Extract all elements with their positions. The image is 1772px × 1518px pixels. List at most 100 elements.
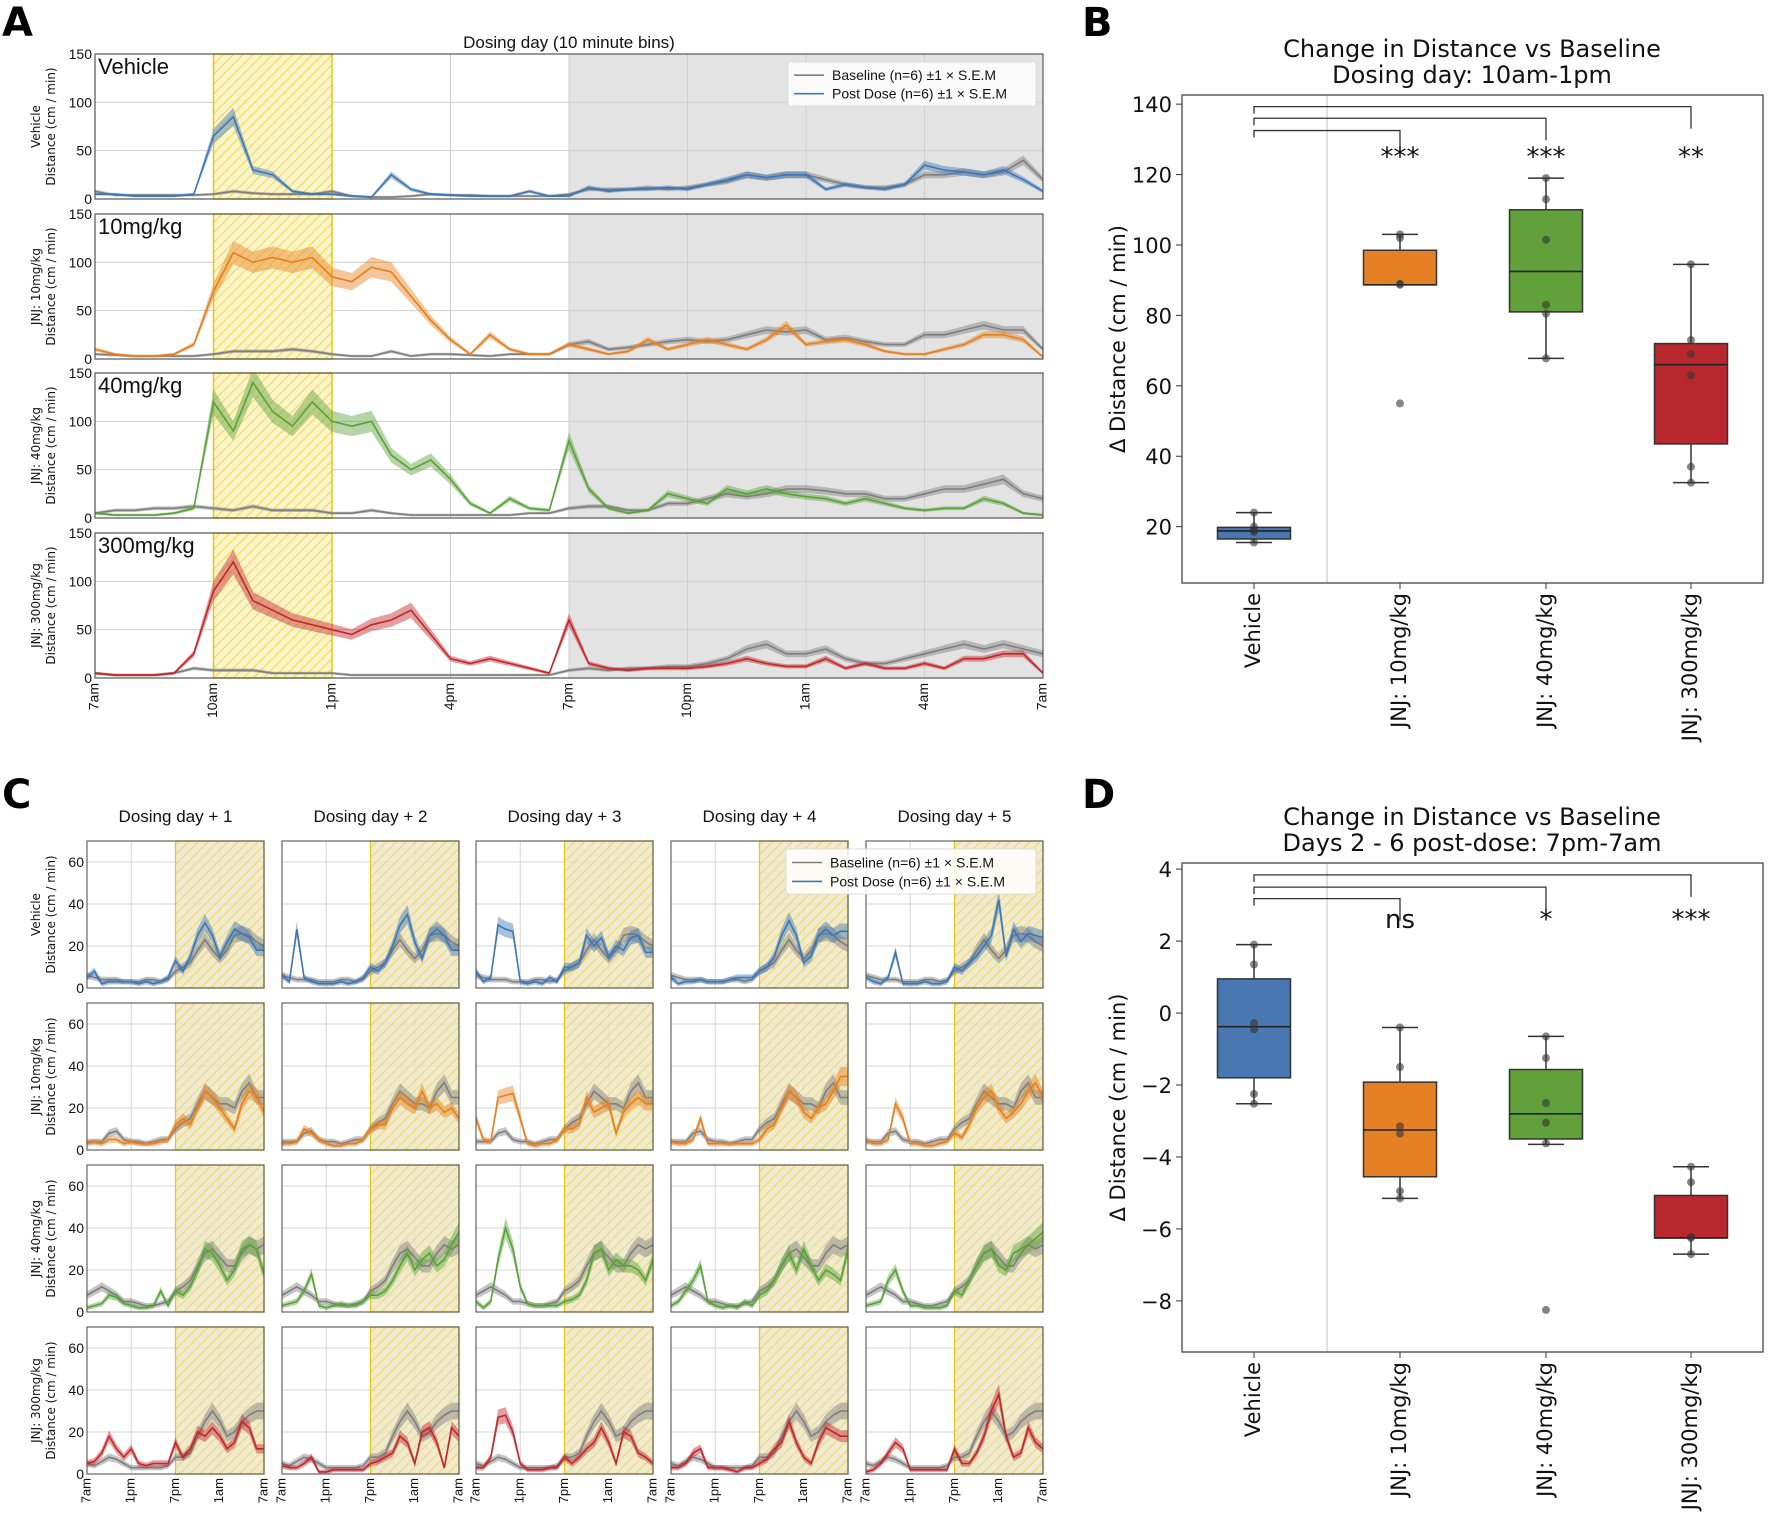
panel-c-post-dose-days-timecourse: Dosing day + 1 Dosing day + 2 Dosing day +… xyxy=(29,807,1049,1503)
data-point xyxy=(1687,350,1695,359)
x-tick-label: 7am xyxy=(450,1478,465,1503)
series-group xyxy=(866,1222,1043,1311)
baseline-line xyxy=(282,1409,459,1469)
post-dose-line xyxy=(282,1231,459,1309)
data-point xyxy=(1542,309,1550,318)
post-dose-line xyxy=(282,912,459,985)
series-group xyxy=(87,914,264,987)
dosing-window-shading xyxy=(212,213,333,360)
post-dose-line xyxy=(866,1081,1043,1147)
x-tick-label: 4am xyxy=(915,683,931,710)
y-tick-label: 60 xyxy=(68,1178,84,1194)
post-dose-sem-band xyxy=(671,1414,848,1474)
legend-baseline-label: Baseline (n=6) ±1 × S.E.M xyxy=(832,67,996,83)
data-point xyxy=(1396,399,1404,408)
data-point xyxy=(1396,1129,1404,1138)
subplot-r0-c1 xyxy=(281,840,460,989)
x-tick-label: 1pm xyxy=(123,1478,138,1503)
data-point xyxy=(1542,1054,1550,1063)
y-tick-label: 20 xyxy=(68,1262,84,1278)
box-1 xyxy=(1362,230,1438,408)
box-3 xyxy=(1653,260,1729,487)
y-tick-label: 60 xyxy=(1145,375,1172,399)
data-point xyxy=(1396,233,1404,242)
subplot-2: 0 50 100 150 40mg/kg JNJ: 40mg/kg Distance (cm… xyxy=(29,365,1044,526)
row-label: Vehicle xyxy=(98,54,169,79)
x-tick-label: 7am xyxy=(78,1478,93,1503)
baseline-sem-band xyxy=(87,1402,264,1471)
data-point xyxy=(1250,1099,1258,1108)
baseline-sem-band xyxy=(87,925,264,985)
data-point xyxy=(1396,1023,1404,1032)
data-point xyxy=(1687,478,1695,487)
axes-frame xyxy=(475,1002,654,1151)
subplot-r3-c3: 7am 1pm 7pm 1am 7am xyxy=(662,1326,854,1503)
data-point xyxy=(1396,1187,1404,1196)
subplot-r2-c0: 0 20 40 60 xyxy=(68,1164,265,1320)
data-point xyxy=(1250,940,1258,949)
data-point xyxy=(1396,1122,1404,1131)
series-group xyxy=(95,107,1043,199)
data-point xyxy=(1542,354,1550,363)
y-tick-label: 0 xyxy=(76,980,84,996)
subplot-r3-c2: 7am 1pm 7pm 1am 7am xyxy=(467,1326,659,1503)
data-point xyxy=(1250,527,1258,536)
dark-period-shading xyxy=(563,1164,654,1313)
panel-label-b: B xyxy=(1082,0,1113,46)
baseline-sem-band xyxy=(866,1402,1043,1471)
significance-bracket xyxy=(1253,117,1547,141)
x-tick-label: JNJ: 300mg/kg xyxy=(1678,1362,1702,1512)
axes-frame xyxy=(475,1164,654,1313)
baseline-line xyxy=(866,1409,1043,1469)
axes-frame xyxy=(865,1002,1044,1151)
subplot-r3-c0: 0 20 40 60 7am 1pm 7pm 1am 7am xyxy=(68,1326,270,1503)
subplot-r0-c2 xyxy=(475,840,654,989)
subplot-r2-c4 xyxy=(865,1164,1044,1313)
data-point xyxy=(1396,1194,1404,1203)
data-point xyxy=(1396,1063,1404,1072)
y-axis-label: Δ Distance (cm / min) xyxy=(1106,994,1130,1222)
x-tick-label: 7pm xyxy=(362,1478,377,1503)
dark-period-shading xyxy=(369,1326,460,1475)
axes-frame xyxy=(865,1164,1044,1313)
chart-title: Change in Distance vs Baseline xyxy=(1283,803,1661,831)
axes-frame xyxy=(1181,94,1764,584)
subplot-r3-c4: 7am 1pm 7pm 1am 7am xyxy=(857,1326,1049,1503)
y-tick-label: 100 xyxy=(69,413,93,429)
x-tick-label: 10pm xyxy=(678,683,694,718)
baseline-sem-band xyxy=(87,1236,264,1309)
baseline-line xyxy=(671,1243,848,1307)
data-point xyxy=(1250,1090,1258,1099)
x-tick-label: 1am xyxy=(211,1478,226,1503)
data-point xyxy=(1250,1025,1258,1034)
y-tick-label: 50 xyxy=(76,462,92,478)
axes-frame xyxy=(281,1002,460,1151)
significance-bracket xyxy=(1253,105,1692,129)
x-tick-label: JNJ: 40mg/kg xyxy=(1533,1362,1557,1499)
post-dose-sem-band xyxy=(282,1222,459,1311)
y-axis-label: Distance (cm / min) xyxy=(44,1179,58,1297)
series-group xyxy=(476,1217,653,1311)
post-dose-line xyxy=(87,1243,264,1309)
y-tick-label: 100 xyxy=(69,254,93,270)
y-tick-label: 140 xyxy=(1132,93,1172,117)
subplot-r0-c0: 0 20 40 60 xyxy=(68,840,265,996)
x-tick-label: Vehicle xyxy=(1241,1362,1265,1437)
post-dose-line xyxy=(87,921,264,985)
significance-bracket xyxy=(1253,886,1547,910)
data-point xyxy=(1250,538,1258,547)
y-tick-label: 60 xyxy=(68,1340,84,1356)
panel-label-c: C xyxy=(2,772,31,818)
y-tick-label: 80 xyxy=(1145,304,1172,328)
post-dose-sem-band xyxy=(476,1085,653,1149)
x-tick-label: 7pm xyxy=(167,1478,182,1503)
y-tick-label: 50 xyxy=(76,622,92,638)
row-label: 40mg/kg xyxy=(98,373,182,398)
box-0 xyxy=(1216,940,1292,1108)
y-tick-label: 100 xyxy=(69,94,93,110)
series-group xyxy=(95,241,1043,359)
x-tick-label: 7pm xyxy=(946,1478,961,1503)
y-axis-label: JNJ: 300mg/kg xyxy=(29,1358,43,1444)
